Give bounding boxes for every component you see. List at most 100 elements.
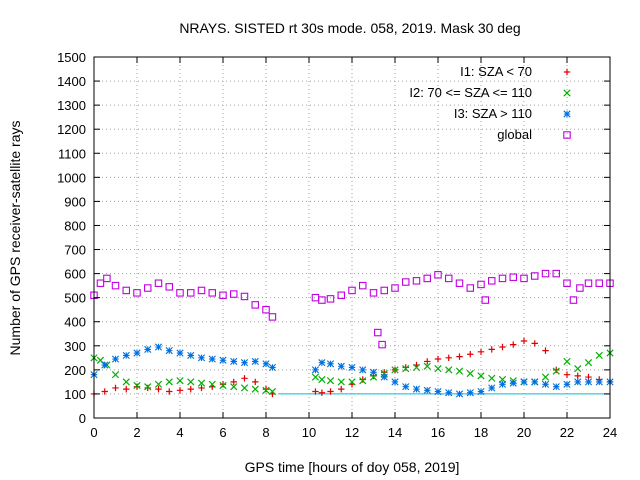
x-tick-label: 14 — [388, 425, 402, 440]
data-point — [552, 269, 560, 278]
y-tick-label: 1500 — [57, 50, 86, 65]
data-point — [434, 355, 442, 363]
y-tick-label: 1300 — [57, 98, 86, 113]
chart-title: NRAYS. SISTED rt 30s mode. 058, 2019. Ma… — [179, 20, 520, 36]
data-point — [563, 380, 571, 388]
data-point — [133, 381, 141, 390]
data-point — [101, 388, 108, 395]
y-tick-label: 1100 — [58, 146, 86, 161]
data-point — [219, 291, 227, 300]
data-point — [311, 373, 320, 381]
y-tick-label: 1400 — [57, 74, 86, 89]
data-point — [187, 289, 195, 297]
data-point — [219, 381, 227, 390]
data-point — [584, 279, 593, 287]
data-point — [326, 295, 335, 303]
data-point — [133, 289, 141, 297]
data-point — [111, 371, 120, 379]
x-tick-label: 16 — [431, 425, 445, 440]
data-point — [230, 357, 238, 366]
data-point — [318, 359, 326, 367]
y-tick-label: 200 — [64, 363, 86, 378]
data-point — [531, 378, 539, 386]
data-point — [423, 274, 431, 283]
data-point — [520, 378, 528, 386]
series-0 — [90, 337, 614, 398]
data-point — [122, 378, 130, 386]
data-point — [165, 283, 174, 291]
data-point — [348, 363, 356, 372]
data-point — [569, 296, 578, 304]
data-point — [401, 278, 410, 286]
series-1 — [90, 349, 614, 396]
data-point — [208, 289, 217, 297]
data-point — [595, 279, 603, 287]
data-point — [311, 366, 320, 374]
data-point — [176, 377, 184, 385]
data-point — [481, 296, 490, 304]
data-point — [154, 380, 163, 388]
data-point — [176, 387, 184, 394]
data-point — [122, 351, 130, 360]
data-point — [498, 380, 507, 388]
data-point — [338, 385, 345, 393]
data-point — [444, 274, 453, 283]
data-point — [268, 313, 277, 321]
data-point — [176, 289, 184, 297]
data-point — [165, 378, 173, 386]
data-point — [337, 378, 345, 386]
data-point — [402, 383, 410, 391]
data-point — [166, 388, 173, 395]
data-point — [423, 362, 431, 370]
data-point — [251, 357, 259, 366]
data-point — [412, 385, 421, 393]
data-point — [133, 349, 141, 357]
data-point — [477, 348, 485, 356]
data-point — [574, 372, 581, 380]
data-point — [563, 279, 571, 287]
data-point — [96, 279, 105, 287]
data-point — [576, 284, 584, 292]
data-point — [520, 274, 528, 283]
x-tick-label: 8 — [262, 425, 269, 440]
x-tick-label: 4 — [176, 425, 183, 440]
data-point — [455, 367, 464, 375]
data-point — [434, 271, 442, 279]
data-point — [498, 274, 507, 283]
data-point — [563, 371, 571, 378]
data-point — [412, 277, 421, 285]
data-point — [531, 340, 538, 347]
data-point — [467, 351, 474, 358]
x-axis: 0 2 4 6 8 10 12 14 16 18 20 22 24 — [90, 57, 617, 440]
legend-marker — [563, 89, 571, 97]
data-point — [318, 296, 326, 304]
data-point — [101, 361, 109, 369]
data-point — [111, 281, 120, 290]
data-point — [133, 383, 141, 390]
data-point — [154, 279, 163, 287]
data-point — [574, 365, 582, 373]
data-point — [434, 387, 442, 396]
data-point — [112, 384, 119, 392]
data-point — [553, 366, 560, 374]
data-point — [434, 365, 442, 373]
y-tick-label: 1200 — [57, 122, 86, 137]
data-point — [552, 383, 560, 391]
data-point — [311, 293, 320, 302]
data-point — [466, 284, 474, 292]
data-point — [391, 284, 399, 292]
data-point — [155, 385, 162, 393]
data-point — [369, 368, 378, 376]
data-point — [240, 292, 249, 301]
data-point — [359, 377, 367, 385]
y-tick-label: 300 — [64, 339, 86, 354]
data-point — [359, 366, 367, 374]
data-point — [488, 346, 495, 353]
data-point — [187, 378, 195, 386]
data-point — [262, 360, 270, 368]
data-point — [487, 277, 496, 285]
legend-label: I3: SZA > 110 — [454, 106, 532, 121]
data-point — [122, 286, 131, 295]
legend-marker — [563, 68, 571, 76]
data-point — [219, 381, 227, 388]
